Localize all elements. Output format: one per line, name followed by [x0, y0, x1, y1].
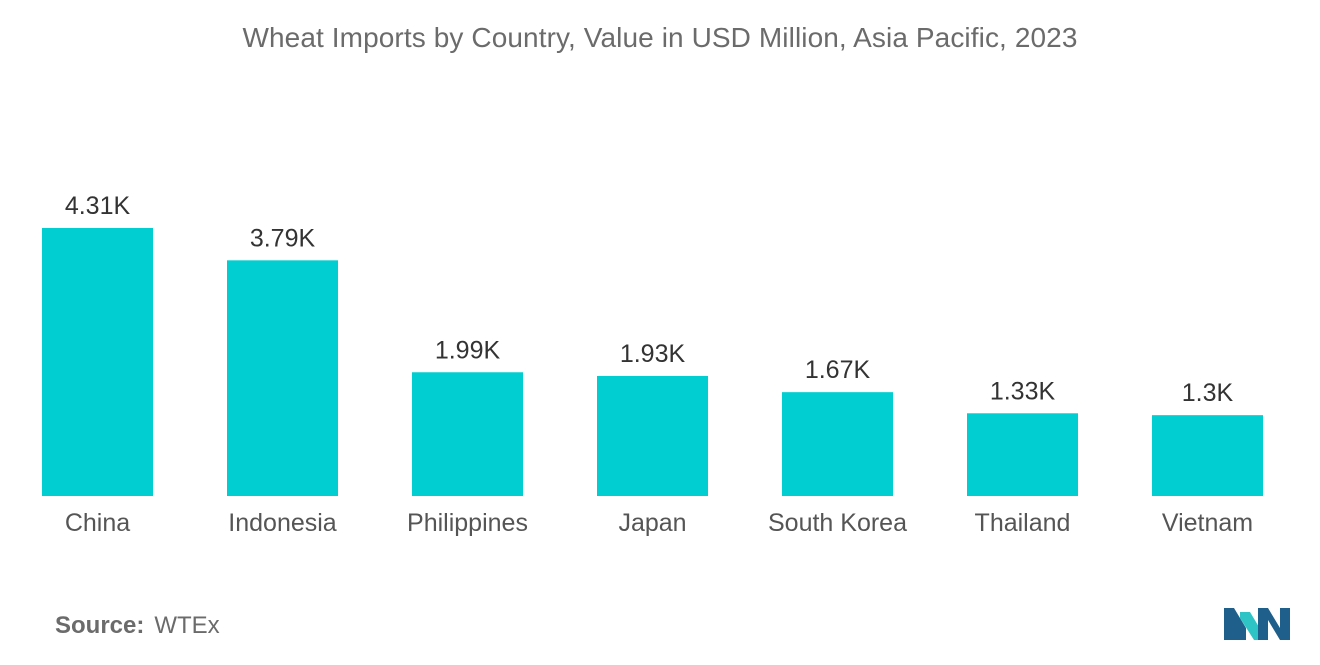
bar-chart: 4.31K 3.79K 1.99K 1.93K 1.67K 1.33K 1.3K China… — [42, 192, 1263, 537]
category-label-china: China — [65, 509, 130, 537]
category-label-japan: Japan — [618, 509, 686, 537]
bars-group — [42, 228, 1263, 496]
brand-logo — [1224, 608, 1290, 640]
value-labels-group: 4.31K 3.79K 1.99K 1.93K 1.67K 1.33K 1.3K — [65, 192, 1234, 407]
value-label-philippines: 1.99K — [435, 336, 501, 364]
bar-indonesia — [227, 260, 338, 496]
category-label-vietnam: Vietnam — [1162, 509, 1253, 537]
value-label-vietnam: 1.3K — [1182, 379, 1234, 407]
source-note: Source: WTEx — [55, 612, 220, 640]
bar-vietnam — [1152, 415, 1263, 496]
chart-title: Wheat Imports by Country, Value in USD M… — [242, 22, 1078, 53]
category-label-south-korea: South Korea — [768, 509, 907, 537]
bar-thailand — [967, 413, 1078, 496]
value-label-china: 4.31K — [65, 192, 131, 220]
value-label-indonesia: 3.79K — [250, 224, 316, 252]
source-label: Source: — [55, 612, 145, 639]
bar-south-korea — [782, 392, 893, 496]
value-label-south-korea: 1.67K — [805, 356, 871, 384]
logo-shape-mid — [1240, 612, 1262, 640]
logo-shape-left — [1224, 608, 1246, 640]
bar-china — [42, 228, 153, 496]
category-label-philippines: Philippines — [407, 509, 528, 537]
category-labels-group: China Indonesia Philippines Japan South Kore… — [65, 509, 1253, 537]
value-label-thailand: 1.33K — [990, 377, 1056, 405]
value-label-japan: 1.93K — [620, 340, 686, 368]
source-value: WTEx — [154, 612, 220, 639]
category-label-thailand: Thailand — [975, 509, 1071, 537]
bar-philippines — [412, 372, 523, 496]
bar-japan — [597, 375, 708, 496]
category-label-indonesia: Indonesia — [228, 509, 337, 537]
logo-shape-right — [1258, 608, 1290, 640]
